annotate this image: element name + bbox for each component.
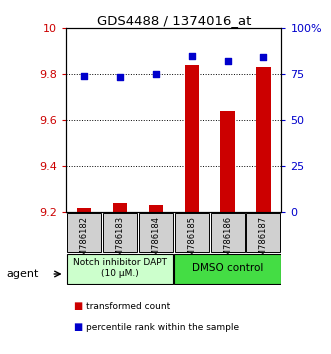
Text: GSM786184: GSM786184: [151, 216, 160, 267]
Bar: [67, 213, 101, 252]
Point: [117, 74, 122, 80]
Bar: [174, 255, 281, 284]
Bar: [103, 213, 137, 252]
Text: GSM786187: GSM786187: [259, 216, 268, 267]
Text: GSM786182: GSM786182: [80, 216, 89, 267]
Point: [225, 58, 230, 63]
Bar: [139, 213, 173, 252]
Text: GSM786186: GSM786186: [223, 216, 232, 267]
Text: GSM786185: GSM786185: [187, 216, 196, 267]
Bar: [77, 208, 91, 212]
Bar: [246, 213, 280, 252]
Title: GDS4488 / 1374016_at: GDS4488 / 1374016_at: [97, 14, 251, 27]
Bar: [113, 203, 127, 212]
Bar: [220, 111, 235, 212]
Text: DMSO control: DMSO control: [192, 263, 263, 273]
Point: [189, 53, 194, 59]
Bar: [67, 255, 173, 284]
Text: ■: ■: [73, 322, 82, 332]
Point: [81, 73, 87, 79]
Bar: [175, 213, 209, 252]
Point: [261, 54, 266, 60]
Text: transformed count: transformed count: [86, 302, 170, 311]
Text: GSM786183: GSM786183: [116, 216, 124, 267]
Text: agent: agent: [7, 269, 39, 279]
Point: [153, 72, 159, 77]
Bar: [211, 213, 245, 252]
Bar: [185, 65, 199, 212]
Text: Notch inhibitor DAPT
(10 μM.): Notch inhibitor DAPT (10 μM.): [73, 258, 167, 279]
Text: percentile rank within the sample: percentile rank within the sample: [86, 323, 239, 332]
Bar: [256, 68, 271, 212]
Bar: [149, 205, 163, 212]
Text: ■: ■: [73, 301, 82, 311]
